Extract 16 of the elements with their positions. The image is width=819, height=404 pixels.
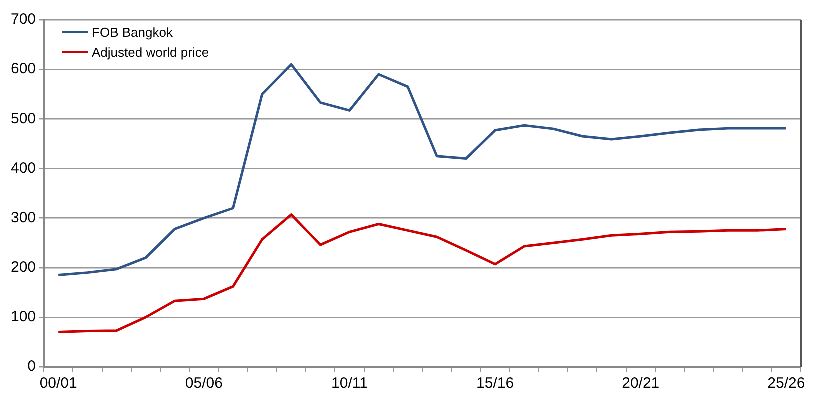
y-tick-label: 400 xyxy=(10,160,36,177)
x-tick-label: 15/16 xyxy=(476,375,514,392)
y-tick-label: 200 xyxy=(10,259,36,276)
y-tick-label: 600 xyxy=(10,60,36,78)
y-tick-label: 500 xyxy=(10,110,36,128)
x-tick-label: 10/11 xyxy=(332,375,368,392)
x-tick-label: 20/21 xyxy=(622,375,660,392)
y-tick-label: 700 xyxy=(10,11,36,28)
y-tick-label: 300 xyxy=(10,209,36,226)
legend-label: Adjusted world price xyxy=(92,44,210,60)
x-tick-label: 00/01 xyxy=(40,375,78,392)
legend-label: FOB Bangkok xyxy=(92,24,173,40)
y-tick-label: 100 xyxy=(10,308,36,326)
x-tick-label: 25/26 xyxy=(768,375,806,392)
y-tick-label: 0 xyxy=(28,358,36,376)
x-tick-label: 05/06 xyxy=(185,375,223,392)
